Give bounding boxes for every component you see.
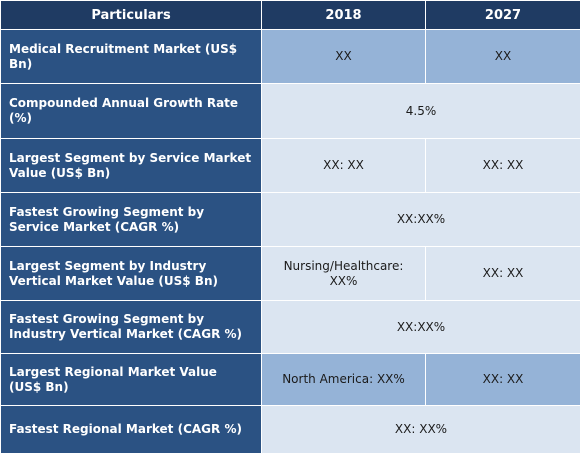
- row-label: Largest Segment by Industry Vertical Mar…: [0, 246, 262, 301]
- value-merged: XX:XX%: [261, 192, 580, 247]
- value-2018: XX: XX: [261, 138, 426, 193]
- value-2018: North America: XX%: [261, 353, 426, 406]
- table-row: Largest Segment by Industry Vertical Mar…: [0, 246, 580, 301]
- value-2027: XX: XX: [425, 138, 580, 193]
- row-label: Largest Segment by Service Market Value …: [0, 138, 262, 193]
- row-label: Fastest Growing Segment by Service Marke…: [0, 192, 262, 247]
- row-label: Fastest Regional Market (CAGR %): [0, 405, 262, 454]
- table-row: Largest Regional Market Value (US$ Bn) N…: [0, 353, 580, 406]
- value-2027: XX: [425, 29, 580, 84]
- row-label: Largest Regional Market Value (US$ Bn): [0, 353, 262, 406]
- value-2018: Nursing/Healthcare: XX%: [261, 246, 426, 301]
- value-merged: XX: XX%: [261, 405, 580, 454]
- header-2027: 2027: [425, 0, 580, 30]
- header-2018: 2018: [261, 0, 426, 30]
- table-row: Fastest Growing Segment by Service Marke…: [0, 192, 580, 247]
- value-merged: XX:XX%: [261, 300, 580, 354]
- row-label: Compounded Annual Growth Rate (%): [0, 83, 262, 139]
- table-row: Largest Segment by Service Market Value …: [0, 138, 580, 193]
- header-row: Particulars 2018 2027: [0, 0, 580, 30]
- value-2018: XX: [261, 29, 426, 84]
- value-merged: 4.5%: [261, 83, 580, 139]
- table-row: Medical Recruitment Market (US$ Bn) XX X…: [0, 29, 580, 84]
- row-label: Fastest Growing Segment by Industry Vert…: [0, 300, 262, 354]
- header-particulars: Particulars: [0, 0, 262, 30]
- value-2027: XX: XX: [425, 246, 580, 301]
- table-row: Fastest Regional Market (CAGR %) XX: XX%: [0, 405, 580, 454]
- table-row: Fastest Growing Segment by Industry Vert…: [0, 300, 580, 354]
- value-2027: XX: XX: [425, 353, 580, 406]
- table-row: Compounded Annual Growth Rate (%) 4.5%: [0, 83, 580, 139]
- row-label: Medical Recruitment Market (US$ Bn): [0, 29, 262, 84]
